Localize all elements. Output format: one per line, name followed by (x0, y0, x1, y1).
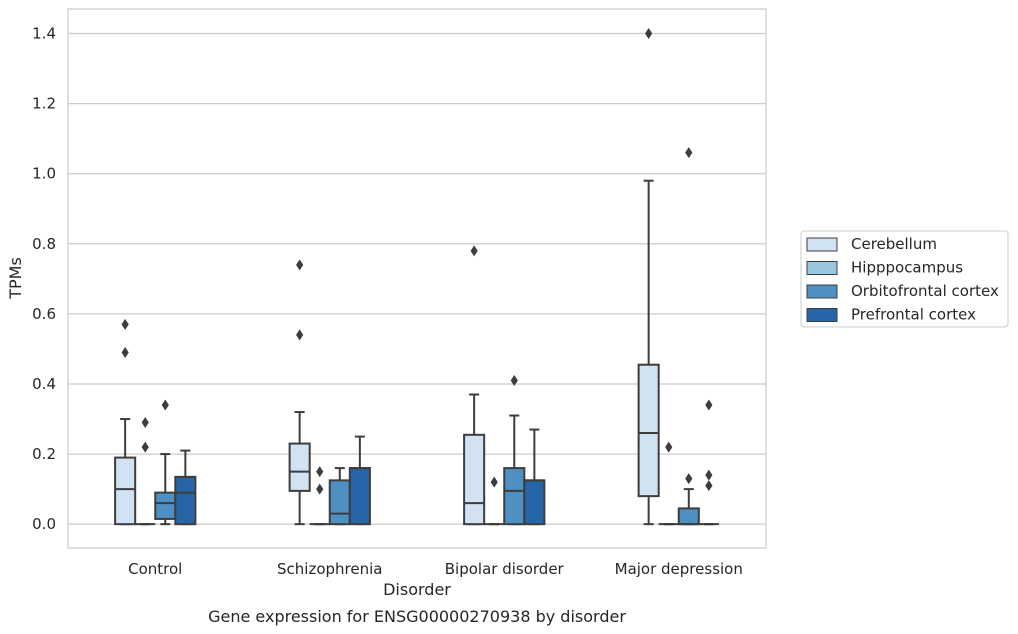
box (503, 467, 526, 526)
legend-swatch (806, 308, 838, 322)
gridlines (68, 32, 766, 525)
outlier-point (141, 441, 149, 453)
outlier-point (161, 399, 169, 411)
x-tick-label: Major depression (615, 560, 743, 578)
outlier-point (316, 483, 324, 495)
legend-label: Orbitofrontal cortex (851, 282, 999, 300)
outlier-point (490, 476, 498, 488)
y-tick-label: 1.2 (32, 95, 56, 113)
box-group (637, 28, 719, 526)
y-tick-labels: 0.0 0.2 0.4 0.6 0.8 1.0 1.2 1.4 (32, 25, 56, 534)
legend: Cerebellum Hipppocampus Orbitofrontal cort… (800, 230, 1009, 328)
chart-title: Gene expression for ENSG00000270938 by d… (208, 607, 626, 626)
legend-label: Prefrontal cortex (851, 306, 976, 324)
box-group (114, 318, 197, 526)
outlier-point (665, 441, 673, 453)
box (348, 467, 371, 526)
box (328, 479, 351, 526)
outlier-point (645, 28, 653, 40)
x-axis-title: Disorder (383, 580, 451, 599)
legend-label: Cerebellum (851, 235, 937, 253)
outlier-point (121, 318, 129, 330)
box (174, 475, 197, 526)
y-tick-label: 0.8 (32, 235, 56, 253)
y-tick-label: 1.0 (32, 165, 56, 183)
x-tick-labels: Control Schizophrenia Bipolar disorder Majo… (128, 560, 743, 578)
legend-swatch (806, 261, 838, 275)
box (523, 479, 546, 526)
box (154, 491, 177, 520)
x-tick-label: Bipolar disorder (445, 560, 565, 578)
outlier-point (705, 399, 713, 411)
box (637, 363, 660, 498)
outlier-point (470, 245, 478, 257)
x-tick-label: Control (128, 560, 182, 578)
outlier-point (510, 374, 518, 386)
plot-background (68, 9, 766, 548)
y-tick-label: 0.0 (32, 515, 56, 533)
outlier-point (296, 259, 304, 271)
outlier-point (296, 329, 304, 341)
box (463, 433, 486, 526)
y-tick-label: 0.6 (32, 305, 56, 323)
outlier-point (141, 417, 149, 429)
box (677, 507, 700, 526)
box (288, 442, 311, 492)
outlier-point (121, 346, 129, 358)
box-group (463, 245, 546, 526)
legend-swatch (806, 237, 838, 252)
y-tick-label: 0.2 (32, 445, 56, 463)
box-groups (114, 28, 719, 526)
outlier-point (316, 466, 324, 478)
outlier-point (705, 469, 713, 481)
x-tick-label: Schizophrenia (277, 560, 382, 578)
box (114, 456, 137, 526)
legend-frame (800, 230, 1009, 328)
outlier-point (685, 147, 693, 159)
legend-swatch (806, 284, 838, 299)
y-tick-label: 1.4 (32, 25, 56, 43)
outlier-point (705, 480, 713, 492)
box-group (288, 259, 371, 526)
outlier-point (685, 473, 693, 485)
plot-frame (67, 8, 767, 549)
y-axis-title: TPMs (6, 257, 25, 300)
y-tick-label: 0.4 (32, 375, 56, 393)
legend-label: Hipppocampus (851, 259, 963, 277)
